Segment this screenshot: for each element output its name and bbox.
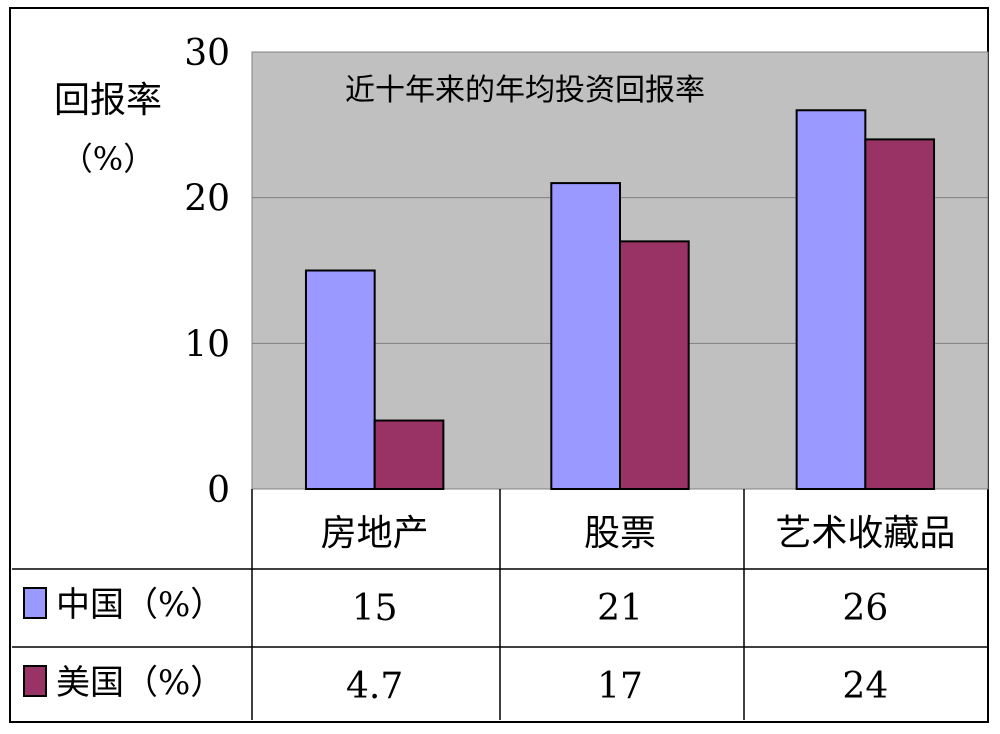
y-axis-ticks: 0 10 20 30	[184, 33, 230, 511]
y-tick-label: 30	[184, 33, 230, 74]
table-value: 24	[842, 666, 888, 707]
bar-usa-1	[619, 240, 690, 490]
bars	[304, 109, 936, 491]
y-tick-label: 0	[207, 470, 230, 511]
bar-china-2	[795, 109, 867, 491]
legend-label: 中国（%）	[56, 585, 224, 625]
table-value: 4.7	[346, 666, 403, 707]
bar-china-1	[550, 182, 621, 490]
chart-title: 近十年来的年均投资回报率	[345, 73, 705, 108]
legend-swatch-usa	[23, 665, 47, 697]
legend-label: 美国（%）	[56, 663, 224, 703]
bar-usa-2	[864, 138, 936, 490]
data-table-grid	[12, 489, 988, 720]
y-axis-unit: （%）	[61, 140, 155, 178]
y-tick-label: 20	[184, 179, 230, 220]
bar-usa-0	[373, 419, 445, 490]
y-axis-label: 回报率	[54, 80, 162, 121]
category-label: 股票	[584, 513, 656, 554]
table-value: 17	[597, 666, 643, 707]
category-labels: 房地产 股票 艺术收藏品	[321, 513, 956, 554]
category-label: 艺术收藏品	[775, 513, 955, 554]
legend-swatch-china	[23, 587, 47, 619]
data-table: 中国（%） 15 21 26 美国（%） 4.7 17 24	[23, 585, 888, 707]
table-value: 21	[597, 588, 643, 629]
category-label: 房地产	[321, 513, 429, 554]
table-value: 15	[352, 588, 398, 629]
bar-china-0	[304, 269, 376, 490]
table-value: 26	[842, 588, 888, 629]
y-tick-label: 10	[184, 324, 230, 365]
